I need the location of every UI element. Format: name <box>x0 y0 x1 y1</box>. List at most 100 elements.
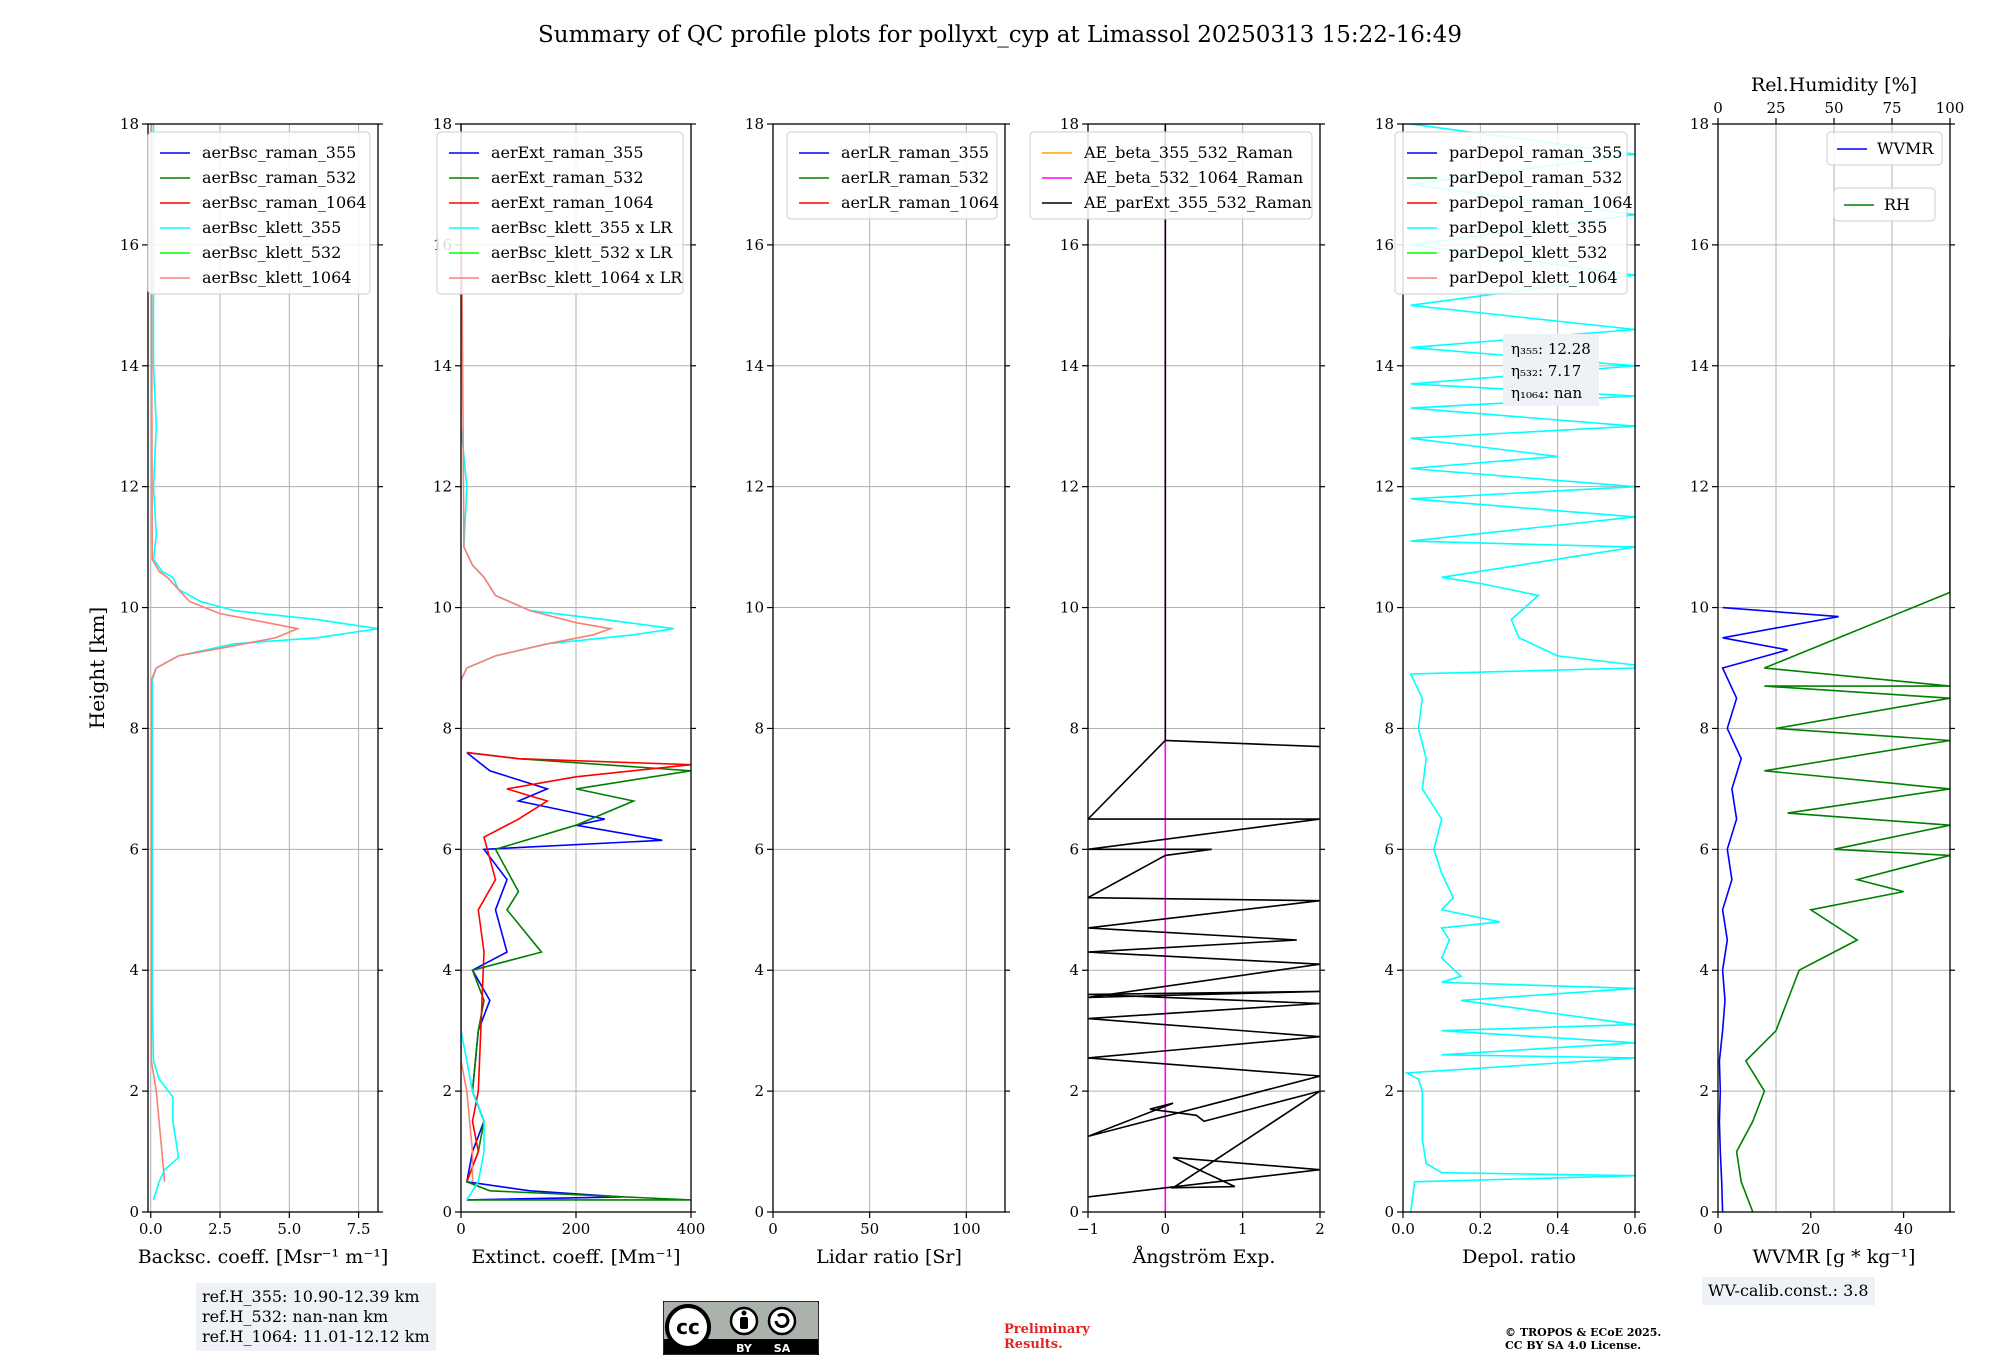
y-tick-label: 12 <box>745 478 764 496</box>
y-tick-label: 2 <box>442 1082 452 1100</box>
x-tick-label: 0.4 <box>1546 1220 1570 1238</box>
axes-frame <box>147 123 379 1213</box>
y-tick-label: 16 <box>1060 236 1079 254</box>
y-tick-label: 2 <box>129 1082 139 1100</box>
legend-box <box>786 131 998 220</box>
legend-label: aerExt_raman_355 <box>491 143 644 162</box>
series-pardepol-klett-355 <box>1403 124 1635 1212</box>
copyright-line-1: © TROPOS & ECoE 2025. <box>1505 1326 1662 1339</box>
cc-by-sa-logo: cc BY SA <box>663 1301 819 1355</box>
legend-label: WVMR <box>1877 139 1934 158</box>
x-tick-label: 0.2 <box>1468 1220 1492 1238</box>
y-tick-label: 12 <box>433 478 452 496</box>
y-tick-label: 8 <box>442 719 452 737</box>
legend-box <box>1394 131 1628 295</box>
legend-box <box>1833 187 1936 222</box>
cc-logo-text: cc <box>676 1315 700 1339</box>
legend-label: aerBsc_raman_532 <box>202 168 356 187</box>
y-tick-label: 14 <box>745 357 764 375</box>
panel-2: 0246810121416180200400Extinct. coeff. [M… <box>433 115 705 1268</box>
y-tick-label: 4 <box>442 961 452 979</box>
y-tick-label: 18 <box>1690 115 1709 133</box>
x-tick-label: 0.0 <box>1391 1220 1415 1238</box>
y-tick-label: 12 <box>1375 478 1394 496</box>
y-tick-label: 18 <box>433 115 452 133</box>
legend: AE_beta_355_532_Raman AE_beta_532_1064_Ra… <box>1029 131 1313 220</box>
y-tick-label: 8 <box>129 719 139 737</box>
refh-355: ref.H_355: 10.90-12.39 km <box>202 1287 420 1306</box>
y-tick-label: 0 <box>754 1203 764 1221</box>
preliminary-results-note: Preliminary Results. <box>1004 1322 1090 1352</box>
x-tick-label: 2 <box>1315 1220 1325 1238</box>
legend-label: aerBsc_raman_1064 <box>202 193 367 212</box>
y-tick-label: 8 <box>1699 719 1709 737</box>
x-tick-label: 0.0 <box>139 1220 163 1238</box>
y-tick-label: 16 <box>1690 236 1709 254</box>
legend-label: parDepol_raman_355 <box>1449 143 1622 162</box>
legend-label: parDepol_raman_532 <box>1449 168 1622 187</box>
y-tick-label: 4 <box>129 961 139 979</box>
series-group <box>461 124 691 1201</box>
legend-label: aerExt_raman_1064 <box>491 193 654 212</box>
y-tick-label: 14 <box>433 357 452 375</box>
refh-1064: ref.H_1064: 11.01-12.12 km <box>202 1327 430 1346</box>
x-tick-label: 50 <box>860 1220 879 1238</box>
series-wvmr <box>1718 606 1839 1212</box>
legend: aerBsc_raman_355 aerBsc_raman_532 aerBsc_r… <box>147 131 371 295</box>
y-tick-label: 14 <box>120 357 139 375</box>
x-tick-label: 20 <box>1801 1220 1820 1238</box>
y-tick-label: 2 <box>1699 1082 1709 1100</box>
y-tick-label: 16 <box>120 236 139 254</box>
series-group <box>1088 124 1320 1212</box>
y-tick-label: 8 <box>754 719 764 737</box>
y-tick-label: 12 <box>120 478 139 496</box>
x-axis-label: Backsc. coeff. [Msr⁻¹ m⁻¹] <box>138 1246 389 1268</box>
x-tick-label: 0.6 <box>1623 1220 1647 1238</box>
legend-box <box>147 131 371 295</box>
y-tick-label: 18 <box>1060 115 1079 133</box>
panel-3: 0 2 4 6 8 10 12 14 16 18 0 50 100 Lidar ratio [Sr] aer… <box>745 115 1010 1268</box>
legend-label: aerLR_raman_355 <box>841 143 989 162</box>
legend-box <box>436 131 684 295</box>
y-tick-label: 12 <box>1060 478 1079 496</box>
y-tick-label: 18 <box>745 115 764 133</box>
legend-label: aerExt_raman_532 <box>491 168 644 187</box>
x-tick-label: 400 <box>677 1220 706 1238</box>
x2-tick-label: 75 <box>1882 99 1901 117</box>
refh-532: ref.H_532: nan-nan km <box>202 1307 389 1326</box>
y-tick-label: 10 <box>120 599 139 617</box>
legend-label: aerLR_raman_1064 <box>841 193 999 212</box>
x2-axis-label: Rel.Humidity [%] <box>1751 74 1917 96</box>
series-group <box>1403 124 1635 1212</box>
axes-frame <box>772 123 1006 1213</box>
y-tick-label: 10 <box>1060 599 1079 617</box>
legend-label: RH <box>1884 195 1910 214</box>
legend-label: parDepol_klett_532 <box>1449 243 1607 262</box>
legend-label: aerBsc_klett_355 x LR <box>491 218 673 237</box>
axes-frame <box>1087 123 1321 1213</box>
legend-label: AE_beta_532_1064_Raman <box>1083 168 1303 187</box>
x-axis-label: Extinct. coeff. [Mm⁻¹] <box>471 1246 680 1268</box>
x-tick-label: 5.0 <box>277 1220 301 1238</box>
y-axis-label: Height [km] <box>85 607 109 729</box>
cc-by-text: BY <box>736 1342 753 1355</box>
annotation-line: η₃₅₅: 12.28 <box>1511 340 1591 358</box>
x2-tick-label: 0 <box>1713 99 1723 117</box>
preliminary-line-2: Results. <box>1004 1337 1063 1352</box>
axes-frame <box>1402 123 1636 1213</box>
y-tick-label: 6 <box>754 840 764 858</box>
legend-label: parDepol_klett_355 <box>1449 218 1607 237</box>
y-tick-label: 14 <box>1060 357 1079 375</box>
legend-label: aerBsc_klett_1064 x LR <box>491 268 683 287</box>
x-tick-label: 0 <box>768 1220 778 1238</box>
y-tick-label: 2 <box>1384 1082 1394 1100</box>
y-tick-label: 8 <box>1069 719 1079 737</box>
series-rh <box>1735 338 1950 1212</box>
x2-tick-label: 50 <box>1824 99 1843 117</box>
y-tick-label: 0 <box>1699 1203 1709 1221</box>
copyright-note: © TROPOS & ECoE 2025. CC BY SA 4.0 Licen… <box>1505 1326 1661 1352</box>
y-tick-label: 16 <box>1375 236 1394 254</box>
y-tick-label: 0 <box>129 1203 139 1221</box>
x-tick-label: 200 <box>562 1220 591 1238</box>
